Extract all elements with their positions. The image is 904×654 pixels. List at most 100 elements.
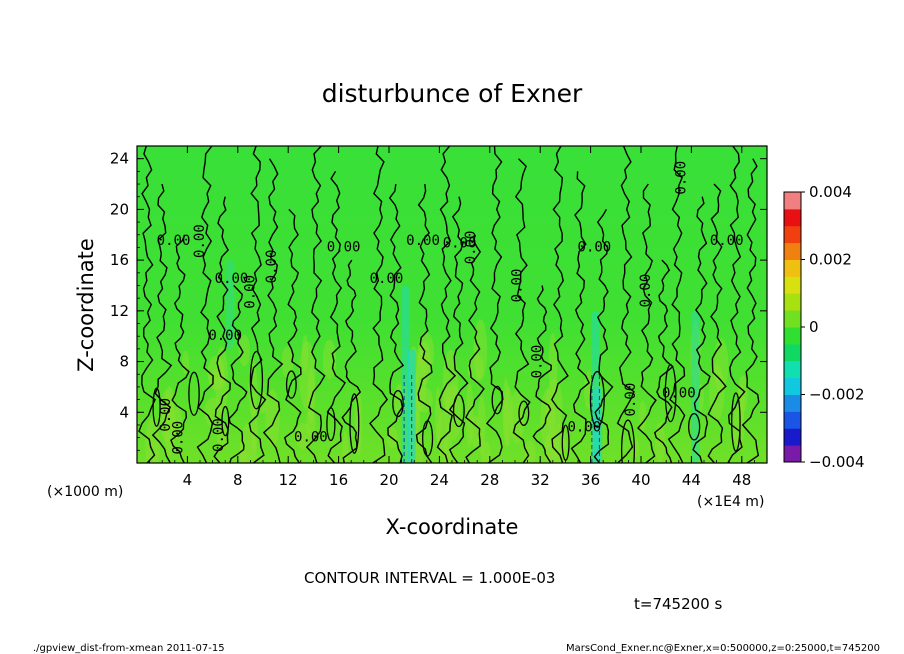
field-patch <box>248 359 258 417</box>
contour-label: 0.00 <box>662 385 696 401</box>
contour-loop <box>249 350 264 410</box>
x-tick-label: 24 <box>430 471 449 489</box>
x-tick-label: 48 <box>732 471 751 489</box>
contour-line <box>326 171 346 463</box>
footer-left: ./gpview_dist-from-xmean 2011-07-15 <box>33 643 225 654</box>
contour-label: 0.00 <box>638 274 654 308</box>
contour-line <box>550 146 569 463</box>
colorbar-swatch <box>784 276 801 294</box>
x-tick-label: 16 <box>329 471 348 489</box>
x-tick-label: 44 <box>682 471 701 489</box>
contour-line <box>485 146 504 463</box>
colorbar-tick-label: 0 <box>809 318 819 336</box>
colorbar-swatch <box>784 293 801 311</box>
field-patch <box>238 334 251 367</box>
x-unit-right-label: (×1E4 m) <box>697 494 764 510</box>
contour-line <box>170 234 190 463</box>
contour-label: 0.00 <box>158 398 174 432</box>
time-label: t=745200 s <box>634 595 722 613</box>
field-patch <box>545 379 563 434</box>
field-patch <box>281 346 294 379</box>
colorbar-swatch <box>784 208 801 227</box>
field-patch <box>481 441 492 463</box>
field-patch <box>470 415 481 447</box>
x-tick-label: 32 <box>531 471 550 489</box>
field-patch <box>306 408 316 437</box>
y-axis-title: Z-coordinate <box>74 238 98 372</box>
contour-lines <box>138 146 760 463</box>
contour-line <box>228 285 248 463</box>
contour-label: 0.00 <box>623 383 639 417</box>
field-patch <box>216 425 229 450</box>
field-streak <box>226 260 235 349</box>
contour-label: 0.00 <box>530 345 546 379</box>
colorbar-swatch <box>784 327 801 345</box>
x-axis: 4 8 12 16 20 24 28 32 36 40 44 48 <box>149 146 755 489</box>
contour-loop <box>349 393 360 454</box>
field-patch <box>417 332 435 374</box>
contour-label: 0.00 <box>242 275 258 309</box>
chart-title: disturbunce of Exner <box>322 79 583 108</box>
colorbar-swatch <box>784 343 801 362</box>
field-patch <box>639 400 647 432</box>
contour-loop <box>518 400 530 426</box>
contour-line <box>616 146 635 463</box>
contour-line <box>213 196 231 463</box>
contour-loop <box>188 371 200 416</box>
y-axis: 4 8 12 16 20 24 <box>110 150 767 451</box>
contour-line <box>151 183 173 463</box>
colorbar-swatch <box>784 242 801 260</box>
field-patch <box>251 403 258 454</box>
contour-label: 0.00 <box>192 224 208 258</box>
contour-line <box>692 196 711 463</box>
colorbar-swatch <box>784 394 801 412</box>
colorbar-tick-label: −0.004 <box>809 453 865 471</box>
colorbar-tick-label: 0.004 <box>809 183 852 201</box>
contour-label: 0.00 <box>327 239 361 255</box>
colorbar-tick-label: −0.002 <box>809 386 865 404</box>
contour-label: 0.00 <box>215 271 249 287</box>
colorbar-swatch <box>784 428 801 446</box>
field-patch <box>631 437 640 458</box>
colorbar-swatch <box>784 377 801 395</box>
contour-label: 0.00 <box>463 231 479 265</box>
field-patch <box>145 417 160 463</box>
contour-line <box>667 146 686 463</box>
contour-line <box>415 183 433 463</box>
field-patch <box>299 341 316 410</box>
contour-label: 0.00 <box>208 328 242 344</box>
x-tick-label: 40 <box>631 471 650 489</box>
contour-line <box>570 171 590 463</box>
contour-line <box>741 158 760 463</box>
field-patch <box>204 397 222 428</box>
field-patch <box>540 388 556 448</box>
contour-line <box>637 183 657 463</box>
field-patch <box>214 346 228 415</box>
contour-line <box>138 146 156 463</box>
contour-loop <box>664 364 677 423</box>
y-tick-label: 20 <box>110 200 129 218</box>
colorbar-swatch <box>784 310 801 328</box>
colorbar-swatch <box>784 259 801 277</box>
contour-line <box>654 259 674 463</box>
x-tick-label: 36 <box>581 471 600 489</box>
field-patch <box>473 319 488 381</box>
x-tick-label: 8 <box>233 471 243 489</box>
field-patch <box>209 369 226 391</box>
field-patch <box>417 341 431 386</box>
contour-label: 0.00 <box>157 233 191 249</box>
contour-loop <box>392 389 404 418</box>
contour-line <box>448 196 469 463</box>
contour-loop <box>422 420 434 457</box>
contour-label: 0.00 <box>567 419 601 435</box>
x-tick-label: 28 <box>480 471 499 489</box>
contour-line <box>707 183 727 463</box>
contour-line <box>436 146 457 463</box>
contour-label: 0.00 <box>673 161 689 195</box>
field-patch <box>295 422 311 450</box>
contour-line <box>196 146 214 463</box>
contour-loop <box>688 412 701 441</box>
x-tick-label: 20 <box>379 471 398 489</box>
field-patch <box>265 389 280 447</box>
field-patch <box>524 440 536 463</box>
